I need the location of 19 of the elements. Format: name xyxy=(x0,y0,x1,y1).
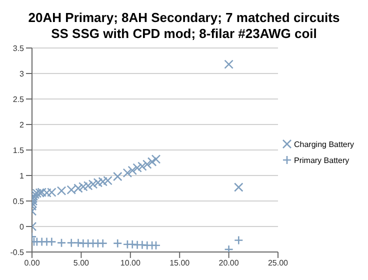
chart-subtitle: SS SSG with CPD mod; 8-filar #23AWG coil xyxy=(50,26,318,42)
x-tick-label: 15.00 xyxy=(170,258,190,268)
y-tick-label: 1.5 xyxy=(12,146,25,155)
x-tick-label: 0.00 xyxy=(24,258,40,268)
legend-label: Primary Battery xyxy=(294,156,350,164)
y-tick-label: 3 xyxy=(20,69,25,78)
y-tick-label: 1 xyxy=(20,171,25,180)
y-tick-label: -0.5 xyxy=(10,248,25,257)
legend-label: Charging Battery xyxy=(294,140,354,148)
x-tick-label: 20.00 xyxy=(218,258,240,268)
y-tick-label: 2 xyxy=(20,120,25,130)
x-tick-label: 10.00 xyxy=(120,258,141,268)
y-tick-label: 0 xyxy=(20,222,25,232)
chart-title: 20AH Primary; 8AH Secondary; 7 matched circuits xyxy=(27,10,341,26)
x-tick-label: 5.00 xyxy=(73,258,90,268)
y-tick-label: 2.5 xyxy=(12,94,25,104)
y-tick-label: 0.5 xyxy=(12,196,25,206)
x-tick-label: 25.00 xyxy=(268,258,289,268)
y-tick-label: 3.5 xyxy=(12,44,25,53)
